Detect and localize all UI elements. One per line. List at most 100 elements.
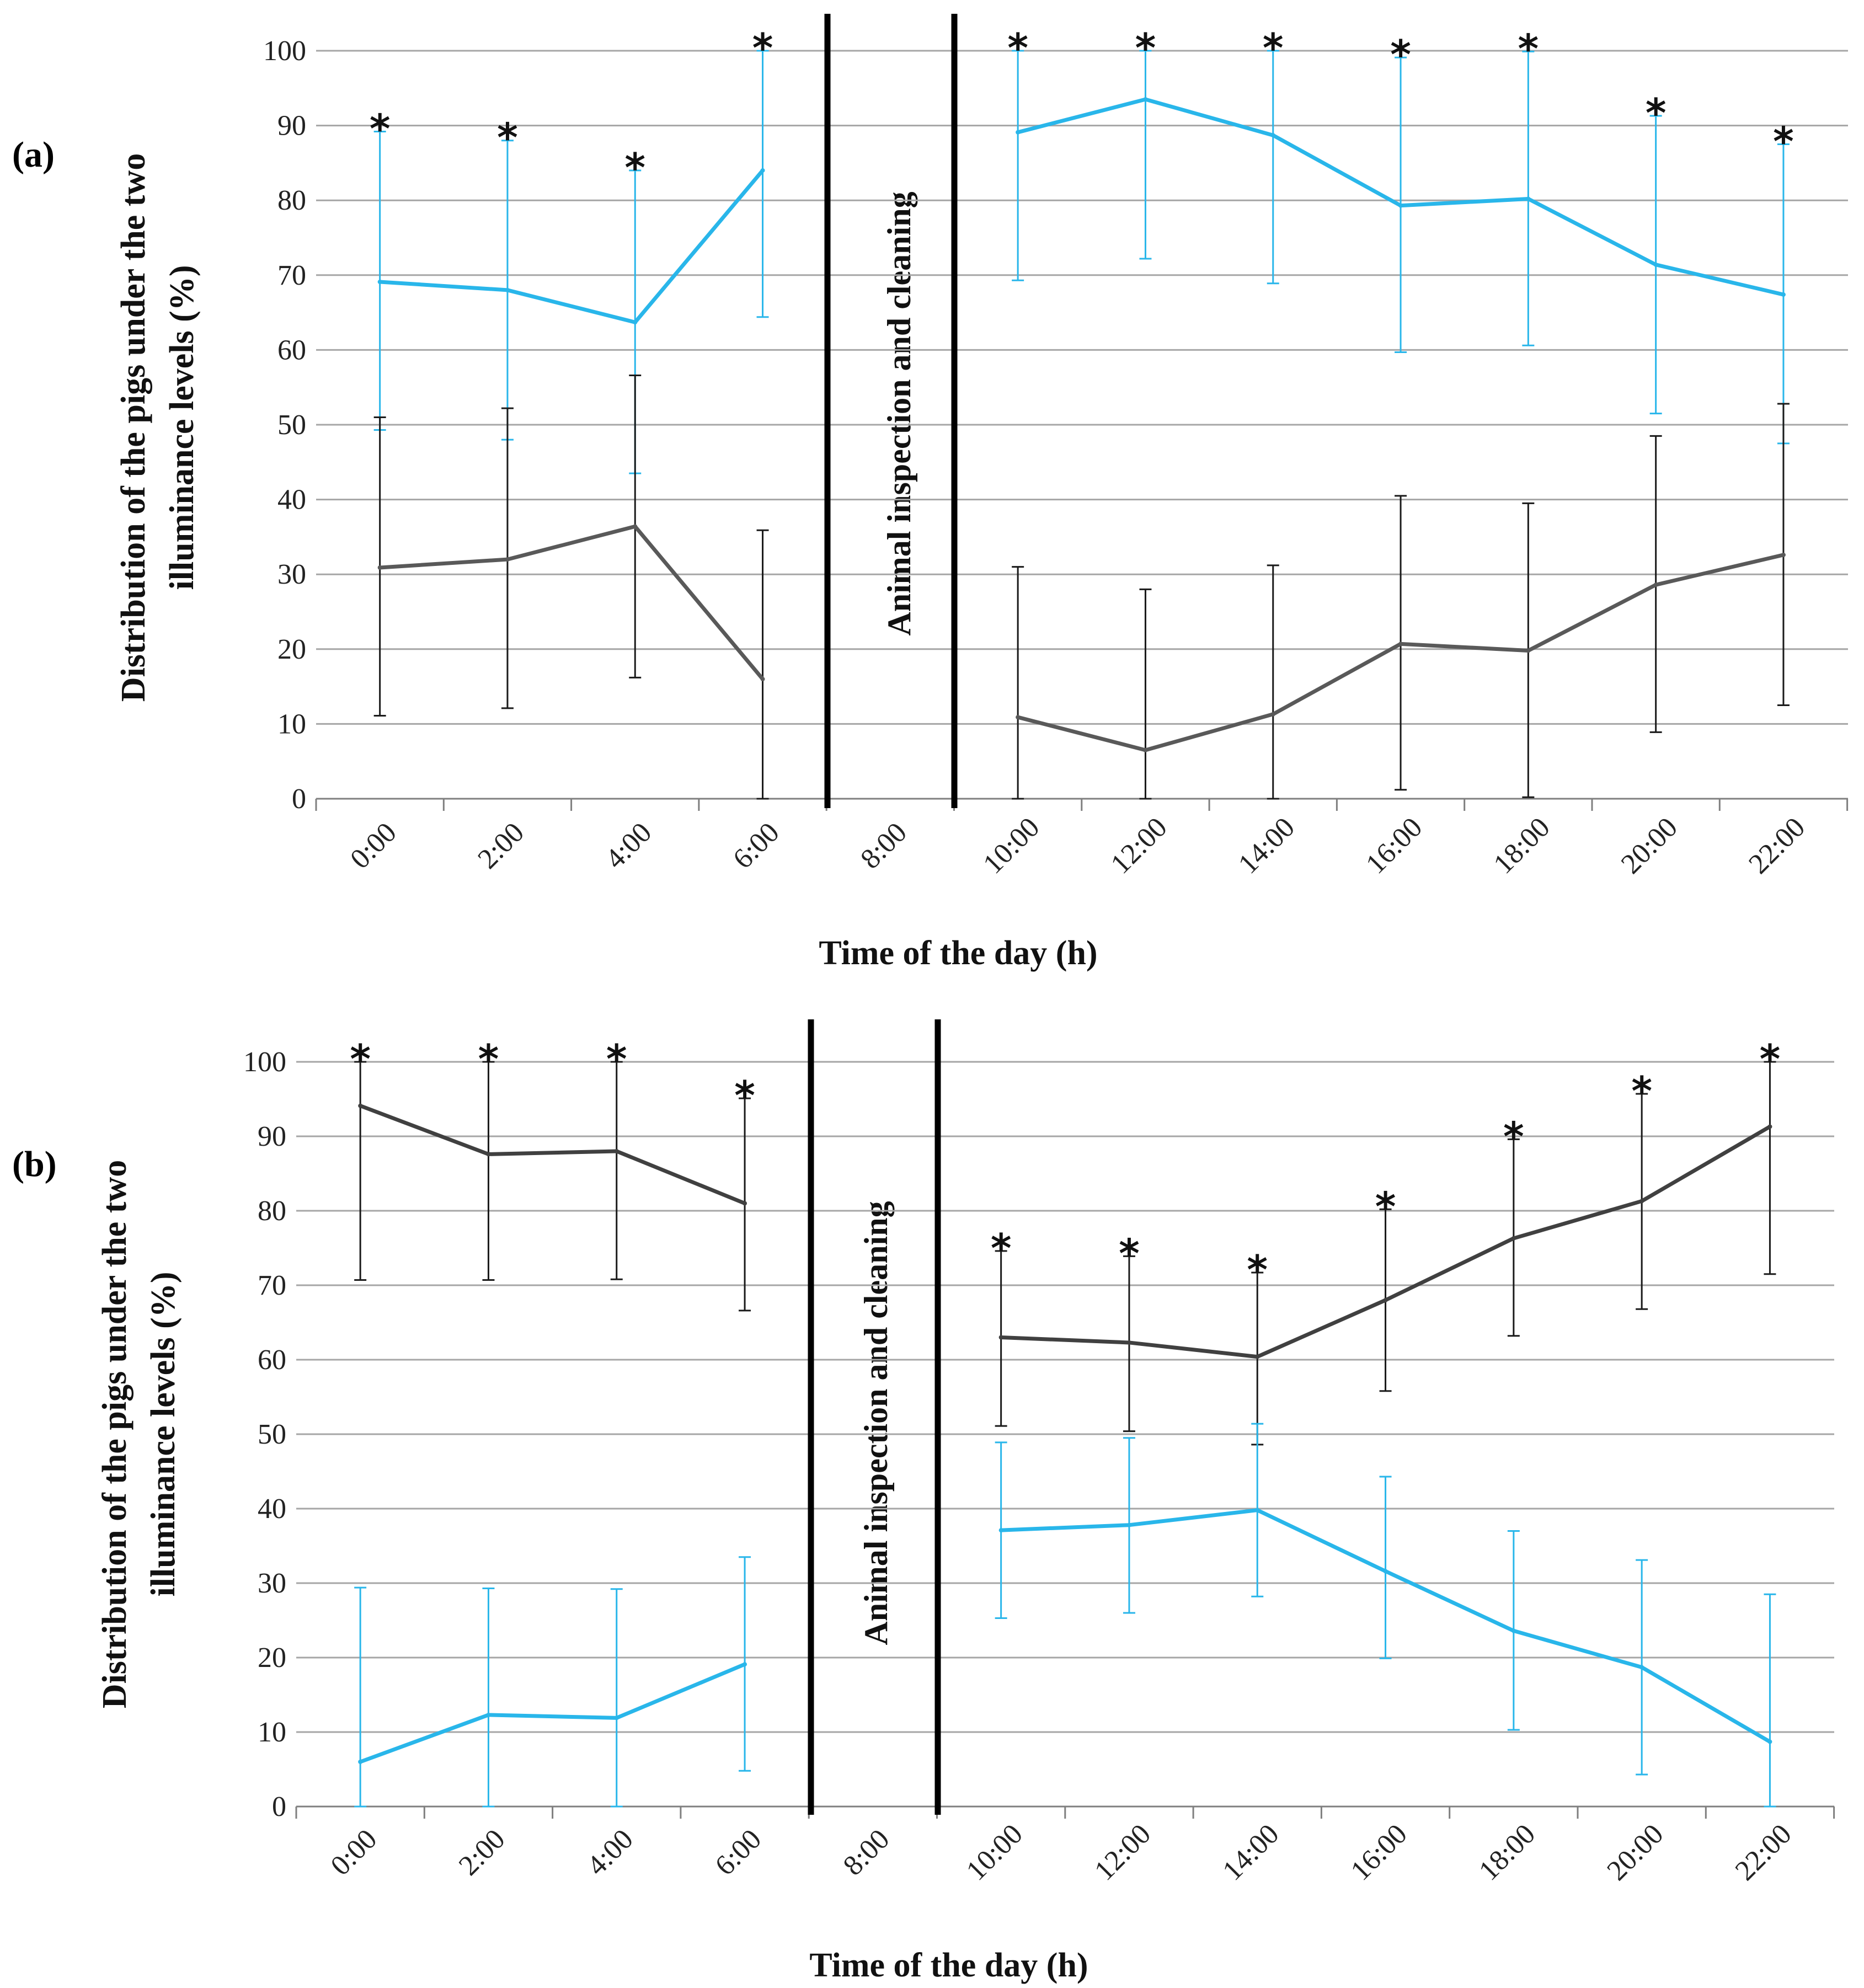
data-point bbox=[1126, 1340, 1131, 1345]
y-tick-label: 60 bbox=[258, 1344, 286, 1376]
x-tick-label: 2:00 bbox=[472, 816, 530, 875]
data-point bbox=[1383, 1298, 1388, 1302]
data-point bbox=[614, 1149, 619, 1153]
panel-label: (b) bbox=[12, 1144, 57, 1184]
x-tick-label: 22:00 bbox=[1729, 1818, 1798, 1887]
data-point bbox=[377, 280, 382, 285]
panel-a: (a) Distribution of the pigs under the t… bbox=[12, 14, 1849, 972]
x-tick-label: 10:00 bbox=[977, 811, 1045, 880]
y-tick-label: 70 bbox=[277, 260, 306, 291]
significance-star: * bbox=[497, 115, 518, 161]
x-tick-label: 10:00 bbox=[960, 1818, 1029, 1887]
significance-star: * bbox=[734, 1072, 755, 1119]
data-point bbox=[486, 1712, 491, 1717]
data-point bbox=[1511, 1628, 1516, 1633]
data-point bbox=[1781, 292, 1786, 297]
significance-star: * bbox=[1263, 25, 1284, 71]
y-tick-label: 40 bbox=[258, 1493, 286, 1525]
data-point bbox=[743, 1201, 747, 1206]
gridlines: 0 10 20 30 40 50 60 70 80 90 100 bbox=[243, 1046, 1834, 1823]
data-point bbox=[377, 565, 382, 570]
data-point bbox=[633, 320, 638, 325]
series-blue bbox=[373, 50, 1790, 474]
series-line bbox=[380, 169, 765, 324]
panel-b: (b) Distribution of the pigs under the t… bbox=[12, 1019, 1835, 1984]
x-tick-label: 8:00 bbox=[837, 1823, 896, 1882]
significance-star: * bbox=[991, 1225, 1012, 1271]
x-tick-label: 6:00 bbox=[727, 816, 786, 875]
y-tick-label: 70 bbox=[258, 1270, 286, 1301]
y-tick-label: 80 bbox=[258, 1195, 286, 1227]
x-tick-label: 14:00 bbox=[1217, 1818, 1285, 1887]
x-tick-label: 8:00 bbox=[854, 816, 913, 875]
y-tick-label: 40 bbox=[277, 484, 306, 516]
significance-star: * bbox=[1375, 1183, 1396, 1230]
data-point bbox=[998, 1528, 1003, 1533]
data-point bbox=[1639, 1665, 1644, 1670]
gap-label: Animal inspection and cleaning bbox=[881, 191, 917, 635]
x-tick-label: 12:00 bbox=[1105, 811, 1173, 880]
data-point bbox=[1016, 715, 1021, 720]
data-point bbox=[743, 1662, 747, 1667]
x-tick-label: 6:00 bbox=[709, 1823, 768, 1882]
y-tick-label: 20 bbox=[277, 634, 306, 665]
data-point bbox=[760, 168, 765, 173]
y-tick-label: 10 bbox=[258, 1717, 286, 1748]
y-tick-label: 30 bbox=[277, 559, 306, 590]
series-gray bbox=[354, 1061, 1776, 1446]
significance-star: * bbox=[1390, 31, 1411, 78]
significance-star: * bbox=[1773, 119, 1794, 165]
data-point bbox=[1526, 648, 1531, 653]
x-tick-label: 2:00 bbox=[453, 1823, 511, 1882]
data-point bbox=[614, 1716, 619, 1720]
data-point bbox=[1398, 642, 1403, 646]
significance-star: * bbox=[1631, 1068, 1652, 1114]
y-tick-label: 90 bbox=[277, 110, 306, 142]
x-tick-label: 4:00 bbox=[581, 1823, 639, 1882]
data-point bbox=[998, 1335, 1003, 1340]
data-point bbox=[1143, 97, 1148, 102]
significance-star: * bbox=[350, 1036, 371, 1082]
y-tick-label: 0 bbox=[272, 1791, 286, 1823]
data-point bbox=[1526, 196, 1531, 201]
x-tick-label: 16:00 bbox=[1360, 811, 1428, 880]
gap-label: Animal inspection and cleaning bbox=[858, 1201, 894, 1645]
y-tick-label: 0 bbox=[292, 783, 306, 815]
data-point bbox=[633, 524, 638, 529]
x-tick-label: 20:00 bbox=[1615, 811, 1684, 880]
x-tick-label: 14:00 bbox=[1232, 811, 1301, 880]
data-point bbox=[1255, 1354, 1260, 1359]
gridlines: 0 10 20 30 40 50 60 70 80 90 100 bbox=[263, 35, 1848, 815]
series-line bbox=[380, 524, 765, 681]
series-line bbox=[359, 1104, 746, 1205]
significance-star: * bbox=[1760, 1036, 1781, 1082]
significance-star: * bbox=[1135, 25, 1156, 71]
significance-star: * bbox=[1646, 90, 1667, 136]
series-line bbox=[359, 1662, 746, 1764]
data-point bbox=[358, 1760, 363, 1764]
data-point bbox=[1639, 1199, 1644, 1204]
data-point bbox=[1653, 582, 1658, 587]
x-axis-title: Time of the day (h) bbox=[809, 1947, 1088, 1984]
x-tick-label: 4:00 bbox=[600, 816, 658, 875]
x-axis-title: Time of the day (h) bbox=[819, 934, 1097, 972]
y-tick-label: 20 bbox=[258, 1642, 286, 1674]
data-point bbox=[1767, 1124, 1772, 1129]
data-point bbox=[1270, 712, 1275, 717]
data-point bbox=[1781, 552, 1786, 557]
significance-star: * bbox=[1247, 1247, 1268, 1293]
y-tick-label: 50 bbox=[277, 409, 306, 441]
x-tick-label: 20:00 bbox=[1601, 1818, 1669, 1887]
y-tick-label: 50 bbox=[258, 1419, 286, 1450]
data-point bbox=[1255, 1508, 1260, 1513]
y-axis-title-line-1: Distribution of the pigs under the two bbox=[96, 1160, 133, 1708]
data-point bbox=[1270, 133, 1275, 138]
significance-star: * bbox=[478, 1036, 499, 1082]
significance-star: * bbox=[1503, 1113, 1524, 1159]
significance-star: * bbox=[752, 25, 773, 71]
x-tick-label: 18:00 bbox=[1488, 811, 1556, 880]
significance-star: * bbox=[624, 145, 645, 191]
y-tick-label: 10 bbox=[277, 708, 306, 740]
data-point bbox=[1126, 1522, 1131, 1527]
